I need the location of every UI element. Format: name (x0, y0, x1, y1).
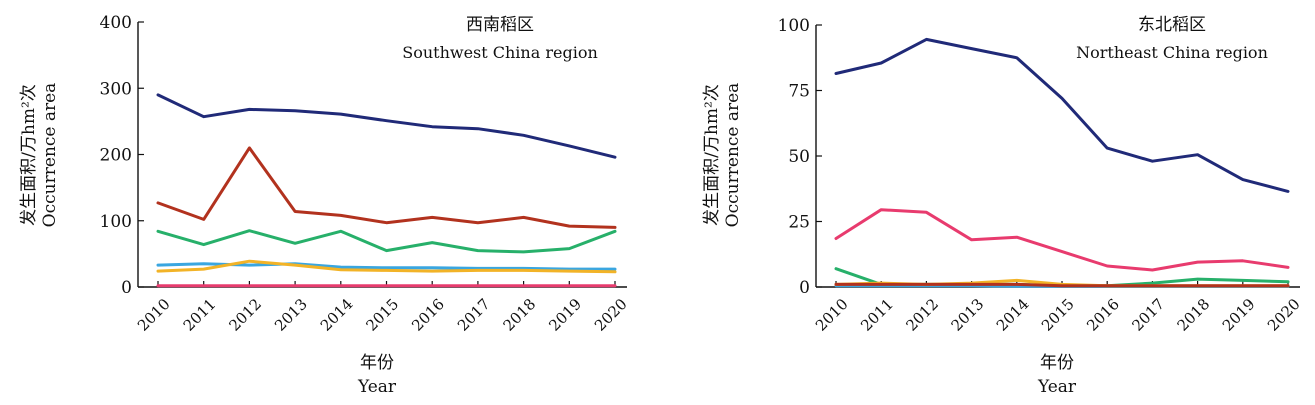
x-tick-label: 2020 (591, 295, 631, 335)
x-tick-label: 2020 (1264, 295, 1304, 335)
chart-subtitle: Southwest China region (402, 43, 598, 62)
series-line-2 (156, 146, 617, 229)
x-tick-label: 2014 (993, 295, 1033, 335)
y-axis-label-en: Occurrence area (40, 83, 60, 228)
x-tick-label: 2019 (1219, 295, 1259, 335)
x-tick-label: 2010 (812, 295, 852, 335)
series-line-1 (156, 93, 617, 159)
chart-subtitle: Northeast China region (1076, 43, 1268, 62)
y-axis-label: 发生面积/万hm²次 (702, 84, 722, 226)
y-tick-label: 300 (100, 79, 132, 99)
x-tick-label: 2011 (857, 295, 897, 335)
y-tick-label: 0 (121, 278, 132, 298)
series-line-6 (834, 282, 1290, 288)
chart-panel-southwest: 西南稻区 Southwest China region 发生面积/万hm²次 O… (19, 13, 631, 397)
series-line-2 (834, 208, 1290, 272)
y-tick-label: 100 (100, 212, 132, 232)
x-tick-label: 2013 (948, 295, 988, 335)
y-tick-label: 50 (788, 147, 810, 167)
series-line-1 (834, 37, 1290, 193)
y-tick-label: 75 (788, 82, 810, 102)
y-tick-label: 200 (100, 146, 132, 166)
x-tick-label: 2016 (1083, 295, 1123, 335)
series-line-3 (156, 229, 617, 254)
x-tick-label: 2017 (454, 295, 494, 335)
x-tick-label: 2012 (902, 295, 942, 335)
x-tick-label: 2018 (1174, 295, 1214, 335)
x-axis-label-en: Year (357, 377, 397, 397)
x-tick-label: 2012 (225, 295, 265, 335)
x-axis-label: 年份 (360, 353, 394, 373)
y-tick-label: 100 (778, 16, 810, 36)
y-axis-label-en: Occurrence area (723, 83, 743, 228)
chart-panel-northeast: 东北稻区 Northeast China region 发生面积/万hm²次 O… (702, 15, 1304, 397)
y-tick-label: 400 (100, 13, 132, 33)
y-tick-label: 0 (799, 278, 810, 298)
x-tick-label: 2018 (500, 295, 540, 335)
x-tick-label: 2016 (408, 295, 448, 335)
x-axis-label: 年份 (1040, 353, 1074, 373)
x-tick-label: 2015 (363, 295, 403, 335)
x-tick-label: 2015 (1038, 295, 1078, 335)
chart-title: 西南稻区 (466, 15, 534, 35)
series-line-5 (156, 259, 617, 274)
x-tick-label: 2011 (180, 295, 220, 335)
x-tick-label: 2017 (1128, 295, 1168, 335)
x-tick-label: 2014 (317, 295, 357, 335)
x-tick-label: 2019 (545, 295, 585, 335)
x-tick-label: 2010 (134, 295, 174, 335)
y-axis-label: 发生面积/万hm²次 (19, 84, 39, 226)
y-tick-label: 25 (788, 213, 810, 233)
chart-title: 东北稻区 (1138, 15, 1206, 35)
x-axis-label-en: Year (1037, 377, 1077, 397)
x-tick-label: 2013 (271, 295, 311, 335)
